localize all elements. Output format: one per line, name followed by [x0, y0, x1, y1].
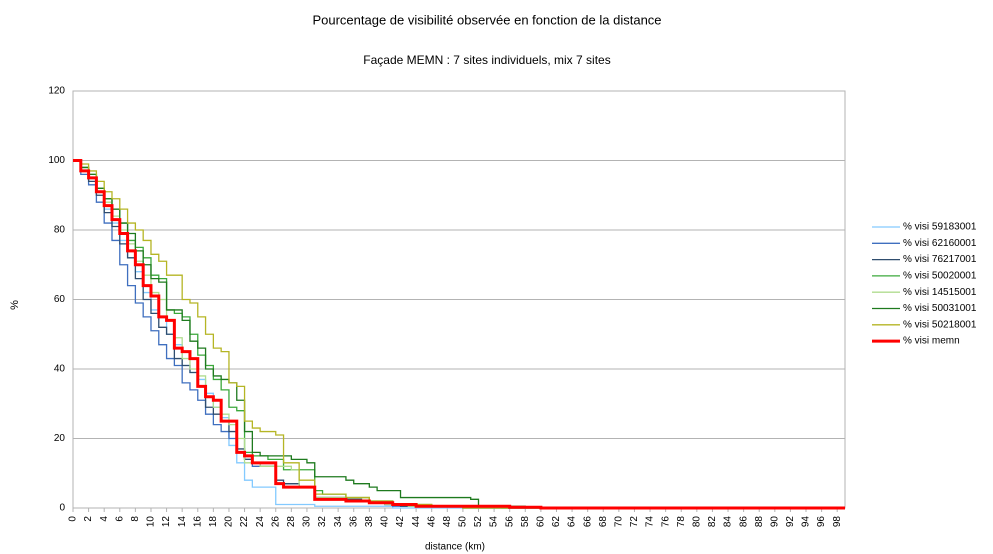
x-tick-label: 66 [582, 516, 593, 528]
x-tick-label: 2 [83, 516, 94, 522]
x-tick-label: 78 [676, 516, 687, 528]
y-tick-label: 0 [59, 503, 65, 514]
legend-label: % visi 76217001 [903, 254, 977, 265]
series-line [73, 159, 845, 509]
x-tick-label: 96 [816, 516, 827, 528]
x-tick-label: 94 [801, 516, 812, 528]
series-line [73, 159, 845, 510]
x-tick-label: 98 [832, 516, 843, 528]
x-tick-label: 24 [255, 516, 266, 528]
x-tick-label: 36 [348, 516, 359, 528]
x-tick-label: 60 [536, 516, 547, 528]
x-tick-label: 80 [691, 516, 702, 528]
x-tick-label: 38 [364, 516, 375, 528]
series-line [73, 159, 845, 509]
x-tick-label: 92 [785, 516, 796, 528]
x-tick-label: 70 [613, 516, 624, 528]
y-tick-label: 100 [48, 155, 65, 166]
x-tick-label: 8 [130, 516, 141, 522]
x-tick-label: 14 [177, 516, 188, 528]
legend-label: % visi 14515001 [903, 287, 977, 298]
x-tick-label: 74 [645, 516, 656, 528]
x-tick-label: 64 [567, 516, 578, 528]
series-line [73, 159, 845, 509]
x-tick-label: 82 [707, 516, 718, 528]
y-tick-label: 80 [54, 225, 66, 236]
x-tick-label: 6 [114, 516, 125, 522]
x-tick-label: 22 [239, 516, 250, 528]
x-tick-label: 50 [458, 516, 469, 528]
series-line [73, 159, 845, 509]
chart-title: Pourcentage de visibilité observée en fo… [312, 12, 661, 27]
x-tick-label: 84 [723, 516, 734, 528]
x-tick-label: 86 [738, 516, 749, 528]
legend-label: % visi 50031001 [903, 303, 977, 314]
legend-label: % visi 59183001 [903, 222, 977, 233]
x-tick-label: 88 [754, 516, 765, 528]
x-tick-label: 28 [286, 516, 297, 528]
legend-label: % visi memn [903, 336, 960, 347]
legend-label: % visi 62160001 [903, 238, 977, 249]
legend-label: % visi 50218001 [903, 319, 977, 330]
x-tick-label: 30 [302, 516, 313, 528]
chart-subtitle: Façade MEMN : 7 sites individuels, mix 7… [363, 53, 610, 67]
x-tick-label: 72 [629, 516, 640, 528]
x-tick-label: 40 [380, 516, 391, 528]
series-line [73, 159, 845, 509]
y-tick-label: 60 [54, 294, 66, 305]
x-tick-label: 18 [208, 516, 219, 528]
x-tick-label: 52 [473, 516, 484, 528]
x-tick-label: 0 [68, 516, 79, 522]
x-tick-label: 4 [99, 516, 110, 522]
y-tick-label: 40 [54, 364, 66, 375]
series-line [73, 159, 845, 509]
x-tick-label: 12 [161, 516, 172, 528]
x-tick-label: 44 [411, 516, 422, 528]
x-tick-label: 58 [520, 516, 531, 528]
x-tick-label: 34 [333, 516, 344, 528]
y-tick-label: 20 [54, 433, 66, 444]
series-line [73, 159, 845, 509]
x-tick-label: 26 [270, 516, 281, 528]
x-tick-label: 20 [224, 516, 235, 528]
x-tick-label: 48 [442, 516, 453, 528]
x-tick-label: 54 [489, 516, 500, 528]
x-tick-label: 42 [395, 516, 406, 528]
x-tick-label: 76 [660, 516, 671, 528]
x-tick-label: 56 [504, 516, 515, 528]
legend-label: % visi 50020001 [903, 271, 977, 282]
x-tick-label: 46 [426, 516, 437, 528]
x-tick-label: 90 [769, 516, 780, 528]
x-tick-label: 32 [317, 516, 328, 528]
x-tick-label: 10 [146, 516, 157, 528]
x-tick-label: 68 [598, 516, 609, 528]
y-axis-label: % [9, 300, 21, 310]
y-tick-label: 120 [48, 86, 65, 97]
x-tick-label: 62 [551, 516, 562, 528]
x-tick-label: 16 [192, 516, 203, 528]
x-axis-label: distance (km) [425, 542, 485, 553]
